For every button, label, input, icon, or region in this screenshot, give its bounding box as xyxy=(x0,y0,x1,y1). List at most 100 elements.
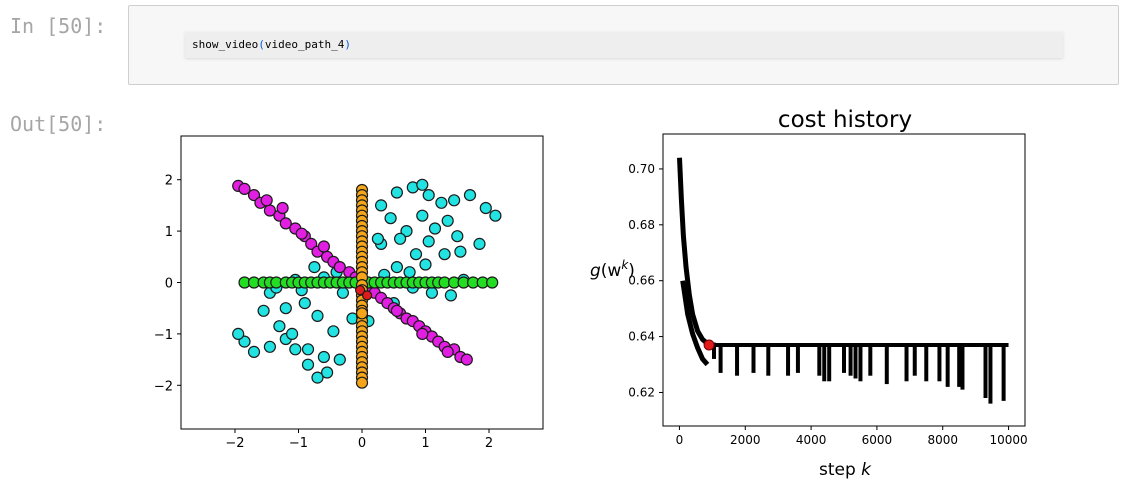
y-tick-label: 0.64 xyxy=(628,330,655,344)
cyan-point xyxy=(247,345,261,358)
cyan-point xyxy=(390,186,403,199)
x-tick-label: −1 xyxy=(289,436,308,451)
magenta-point xyxy=(416,327,429,340)
code-argument: video_path_4 xyxy=(264,38,345,51)
x-tick-label: −2 xyxy=(225,436,244,451)
magenta-point xyxy=(276,201,289,215)
scatter-plot: −2 −1 0 1 2 2 1 0 −1 −2 xyxy=(154,135,544,451)
magenta-point xyxy=(238,182,251,196)
code-editor-line[interactable]: show_video(video_path_4) xyxy=(185,32,1063,58)
cyan-point xyxy=(301,358,315,371)
cyan-point xyxy=(448,194,461,207)
cyan-point xyxy=(286,327,299,340)
red-point xyxy=(355,285,366,296)
code-open-paren: ( xyxy=(258,38,265,51)
cyan-point xyxy=(257,304,270,317)
output-prompt: Out[50]: xyxy=(10,112,107,136)
magenta-point xyxy=(460,353,473,366)
cost-chart-title: cost history xyxy=(778,107,912,133)
scatter-points xyxy=(232,178,502,389)
x-tick-label: 10000 xyxy=(989,433,1027,447)
cyan-point xyxy=(441,214,454,227)
y-tick-label: 2 xyxy=(165,174,173,189)
cyan-point xyxy=(333,353,346,366)
y-tick-label: 0 xyxy=(165,277,173,292)
cyan-point xyxy=(327,325,340,338)
cost-series xyxy=(677,157,1009,404)
cyan-point xyxy=(416,178,429,191)
magenta-point xyxy=(305,237,318,250)
cost-y-axis-label: g(wk) xyxy=(590,258,635,281)
cost-axes-frame xyxy=(662,133,1026,427)
cyan-point xyxy=(409,248,423,261)
video-frame[interactable]: −2 −1 0 1 2 2 1 0 −1 −2 cost history 0 2000 4000 60… xyxy=(128,100,1119,485)
cyan-point xyxy=(317,350,330,364)
cyan-point xyxy=(298,297,311,310)
cell-output: −2 −1 0 1 2 2 1 0 −1 −2 cost history 0 2000 4000 60… xyxy=(128,100,1119,485)
cyan-point xyxy=(311,371,324,384)
magenta-point xyxy=(260,194,273,207)
scatter-y-ticks: 2 1 0 −1 −2 xyxy=(154,174,181,394)
x-tick-label: 6000 xyxy=(862,433,893,447)
magenta-point xyxy=(295,227,308,240)
cyan-point xyxy=(444,289,457,302)
cyan-point xyxy=(425,286,438,299)
x-tick-label: 2 xyxy=(485,436,493,451)
y-tick-label: 0.70 xyxy=(628,162,655,176)
red-point xyxy=(362,290,373,301)
cyan-point xyxy=(390,261,403,274)
cost-x-ticks: 0 2000 4000 6000 8000 10000 xyxy=(676,426,1028,447)
cyan-point xyxy=(403,266,416,279)
x-tick-label: 2000 xyxy=(730,433,761,447)
input-prompt: In [50]: xyxy=(10,14,107,38)
cyan-point xyxy=(289,343,302,356)
y-tick-label: −1 xyxy=(154,328,173,343)
y-tick-label: 0.62 xyxy=(628,385,655,399)
x-tick-label: 4000 xyxy=(796,433,827,447)
cyan-point xyxy=(416,209,429,222)
cyan-point xyxy=(232,327,245,340)
cyan-point xyxy=(273,320,286,333)
cost-current-point xyxy=(703,339,715,351)
cost-decay-band xyxy=(680,280,710,367)
magenta-point xyxy=(279,217,292,230)
magenta-point xyxy=(441,345,454,358)
cyan-point xyxy=(263,340,276,353)
x-tick-label: 1 xyxy=(421,436,429,451)
y-tick-label: −2 xyxy=(154,379,173,394)
cyan-point xyxy=(419,258,432,271)
cyan-point xyxy=(311,309,324,322)
y-tick-label: 0.68 xyxy=(628,218,655,232)
cyan-point xyxy=(336,286,349,299)
cyan-point xyxy=(489,209,502,222)
magenta-point xyxy=(333,261,346,274)
y-tick-label: 1 xyxy=(165,225,173,240)
magenta-point xyxy=(247,188,261,202)
cost-x-axis-label: step k xyxy=(819,460,872,480)
code-cell-input[interactable]: show_video(video_path_4) xyxy=(128,5,1119,85)
cyan-point xyxy=(301,343,315,356)
cyan-point xyxy=(422,235,435,248)
cyan-point xyxy=(308,261,321,274)
x-tick-label: 8000 xyxy=(927,433,958,447)
cyan-point xyxy=(375,199,388,212)
cyan-point xyxy=(473,237,486,250)
cost-history-plot: cost history 0 2000 4000 6000 8000 10000 0.62… xyxy=(590,107,1028,480)
magenta-point xyxy=(390,304,403,317)
magenta-point xyxy=(317,240,330,253)
cyan-point xyxy=(438,248,451,261)
scatter-x-ticks: −2 −1 0 1 2 xyxy=(225,429,493,451)
cost-y-ticks: 0.62 0.64 0.66 0.68 0.70 xyxy=(628,162,663,399)
cyan-point xyxy=(321,366,334,379)
cyan-point xyxy=(435,196,448,209)
x-tick-label: 0 xyxy=(676,433,684,447)
orange-point xyxy=(355,376,369,389)
code-close-paren: ) xyxy=(344,38,351,51)
green-point xyxy=(486,276,499,289)
cyan-point xyxy=(394,232,407,245)
x-tick-label: 0 xyxy=(358,436,366,451)
cyan-point xyxy=(463,188,477,202)
cyan-point xyxy=(428,222,442,235)
orange-point xyxy=(355,307,369,320)
cyan-point xyxy=(451,230,464,243)
